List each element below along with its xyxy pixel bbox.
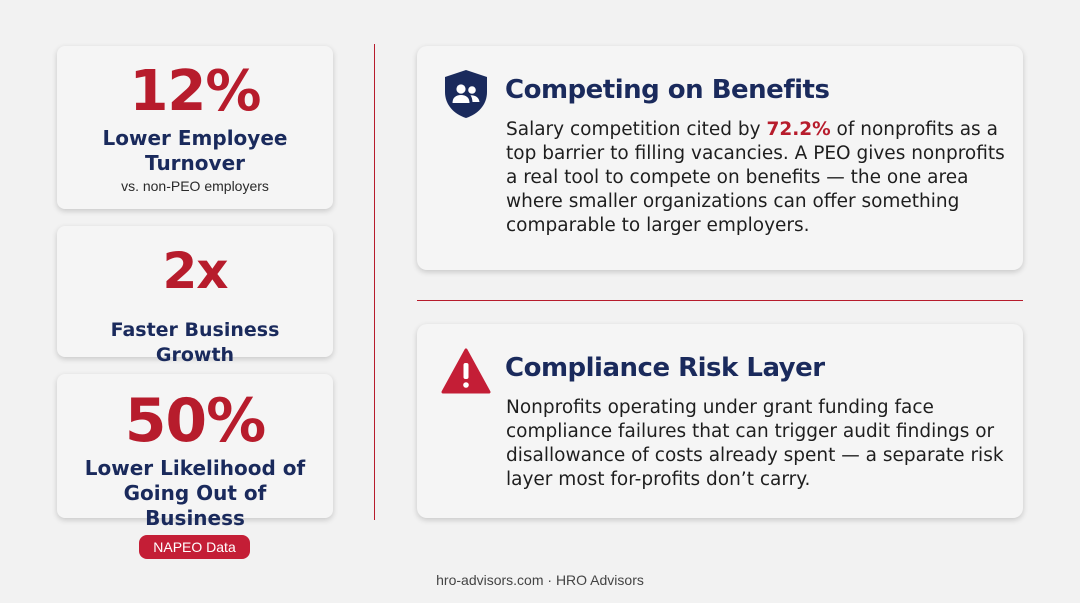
- benefits-card: Competing on Benefits Salary competition…: [417, 46, 1023, 270]
- horizontal-divider: [417, 300, 1023, 301]
- stat-label-line: Going Out of Business: [123, 481, 267, 530]
- highlight-stat: 72.2%: [766, 119, 831, 140]
- footer: hro-advisors.com · HRO Advisors: [436, 572, 644, 588]
- card-body: Salary competition cited by 72.2% of non…: [506, 118, 1006, 238]
- stat-label: Lower Likelihood of Going Out of Busines…: [57, 456, 333, 531]
- stat-label-line: Turnover: [145, 151, 245, 175]
- warning-triangle-icon: [441, 346, 491, 398]
- stat-value: 12%: [129, 59, 261, 124]
- stat-label: Faster Business Growth: [110, 319, 280, 366]
- card-body-text: of nonprofits as a top barrier to fillin…: [506, 119, 1005, 236]
- stat-subtext: vs. non-PEO employers: [121, 178, 269, 194]
- card-body-text: Salary competition cited by: [506, 119, 767, 140]
- stat-card-turnover: 12% Lower Employee Turnover vs. non-PEO …: [57, 46, 333, 209]
- stat-value: 50%: [124, 386, 267, 456]
- stat-card-growth: 2x Faster Business Growth: [57, 226, 333, 366]
- card-body: Nonprofits operating under grant funding…: [506, 397, 1004, 490]
- stat-label-line: Lower Employee: [102, 126, 288, 150]
- source-badge: NAPEO Data: [139, 535, 250, 559]
- stat-card-survival: 50% Lower Likelihood of Going Out of Bus…: [57, 374, 333, 530]
- stat-label-line: Lower Likelihood of: [84, 456, 306, 480]
- vertical-divider: [374, 44, 375, 520]
- compliance-card: Compliance Risk Layer Nonprofits operati…: [417, 324, 1023, 518]
- stat-label: Lower Employee Turnover: [57, 126, 333, 176]
- card-title: Competing on Benefits: [505, 75, 830, 105]
- card-title: Compliance Risk Layer: [505, 353, 825, 383]
- shield-people-icon: [441, 68, 491, 120]
- stat-value: 2x: [162, 242, 228, 300]
